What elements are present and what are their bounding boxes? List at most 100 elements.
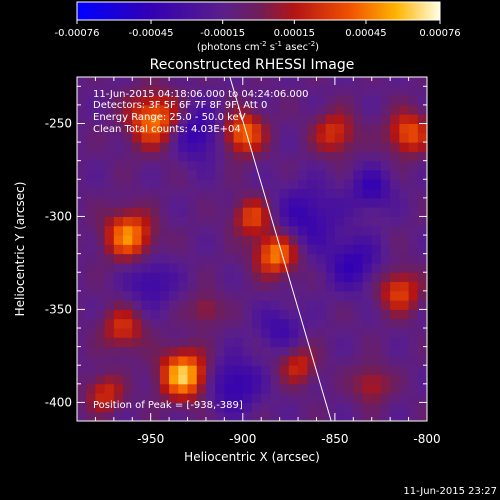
heatmap-cell — [334, 142, 345, 152]
heatmap-cell — [132, 216, 142, 227]
heatmap-cell — [288, 393, 299, 403]
heatmap-cell — [261, 142, 271, 152]
heatmap-cell — [279, 207, 290, 217]
heatmap-cell — [123, 207, 133, 217]
heatmap-cell — [178, 235, 189, 245]
heatmap-cell — [417, 197, 427, 208]
heatmap-cell — [224, 197, 235, 208]
heatmap-cell — [288, 365, 299, 376]
heatmap-cell — [307, 151, 317, 162]
heatmap-cell — [399, 179, 410, 190]
heatmap-cell — [224, 411, 235, 421]
heatmap-cell — [123, 216, 133, 227]
heatmap-cell — [205, 328, 216, 338]
heatmap-cell — [298, 123, 308, 134]
heatmap-cell — [408, 114, 419, 124]
heatmap-cell — [95, 272, 106, 283]
heatmap-cell — [261, 77, 271, 87]
heatmap-cell — [316, 272, 327, 283]
heatmap-cell — [362, 132, 373, 143]
heatmap-cell — [215, 114, 225, 124]
heatmap-cell — [417, 188, 427, 199]
heatmap-cell — [178, 207, 189, 217]
heatmap-cell — [408, 272, 419, 283]
heatmap-cell — [408, 253, 419, 264]
heatmap-cell — [123, 77, 133, 87]
heatmap-cell — [307, 253, 317, 264]
heatmap-cell — [132, 318, 142, 329]
heatmap-cell — [344, 123, 354, 134]
heatmap-cell — [371, 346, 382, 357]
heatmap-cell — [113, 337, 124, 348]
heatmap-cell — [196, 300, 207, 310]
heatmap-cell — [344, 216, 354, 227]
heatmap-cell — [187, 253, 198, 264]
heatmap-cell — [334, 114, 345, 124]
heatmap-cell — [77, 235, 87, 245]
heatmap-cell — [233, 207, 244, 217]
heatmap-cell — [399, 355, 410, 366]
heatmap-cell — [252, 393, 262, 403]
heatmap-cell — [104, 374, 115, 385]
heatmap-cell — [150, 123, 161, 134]
heatmap-cell — [261, 402, 271, 413]
x-tick-label: -950 — [137, 432, 164, 446]
heatmap-cell — [196, 262, 207, 273]
heatmap-cell — [316, 235, 327, 245]
heatmap-cell — [242, 160, 253, 171]
heatmap-cell — [261, 309, 271, 320]
heatmap-cell — [77, 337, 87, 348]
heatmap-cell — [344, 411, 354, 421]
heatmap-cell — [353, 309, 364, 320]
heatmap-cell — [334, 216, 345, 227]
heatmap-cell — [233, 160, 244, 171]
heatmap-cell — [77, 402, 87, 413]
heatmap-cell — [150, 197, 161, 208]
heatmap-cell — [224, 346, 235, 357]
heatmap-cell — [261, 197, 271, 208]
heatmap-cell — [77, 86, 87, 97]
heatmap-cell — [123, 393, 133, 403]
heatmap-cell — [325, 355, 336, 366]
heatmap-cell — [169, 309, 179, 320]
heatmap-cell — [215, 197, 225, 208]
heatmap-cell — [325, 290, 336, 301]
heatmap-cell — [316, 225, 327, 236]
heatmap-cell — [169, 402, 179, 413]
heatmap-cell — [417, 114, 427, 124]
heatmap-cell — [77, 374, 87, 385]
heatmap-cell — [141, 142, 152, 152]
heatmap-cell — [215, 253, 225, 264]
heatmap-cell — [279, 318, 290, 329]
heatmap-cell — [123, 235, 133, 245]
heatmap-cell — [132, 290, 142, 301]
heatmap-cell — [362, 160, 373, 171]
heatmap-cell — [408, 86, 419, 97]
heatmap-cell — [77, 290, 87, 301]
heatmap-cell — [215, 235, 225, 245]
heatmap-cell — [288, 290, 299, 301]
heatmap-cell — [344, 383, 354, 394]
heatmap-cell — [178, 197, 189, 208]
heatmap-cell — [196, 253, 207, 264]
heatmap-cell — [141, 262, 152, 273]
heatmap-cell — [399, 393, 410, 403]
heatmap-cell — [344, 142, 354, 152]
heatmap-cell — [399, 188, 410, 199]
heatmap-cell — [123, 374, 133, 385]
heatmap-cell — [169, 281, 179, 292]
heatmap-cell — [123, 383, 133, 394]
heatmap-cell — [132, 374, 142, 385]
heatmap-cell — [307, 346, 317, 357]
heatmap-cell — [399, 262, 410, 273]
y-tick-label: -350 — [45, 302, 72, 316]
heatmap-cell — [325, 346, 336, 357]
heatmap-cell — [390, 95, 400, 106]
heatmap-cell — [132, 300, 142, 310]
heatmap-cell — [113, 179, 124, 190]
heatmap-cell — [344, 132, 354, 143]
heatmap-cell — [113, 132, 124, 143]
heatmap-cell — [141, 272, 152, 283]
heatmap-cell — [353, 355, 364, 366]
heatmap-cell — [417, 374, 427, 385]
